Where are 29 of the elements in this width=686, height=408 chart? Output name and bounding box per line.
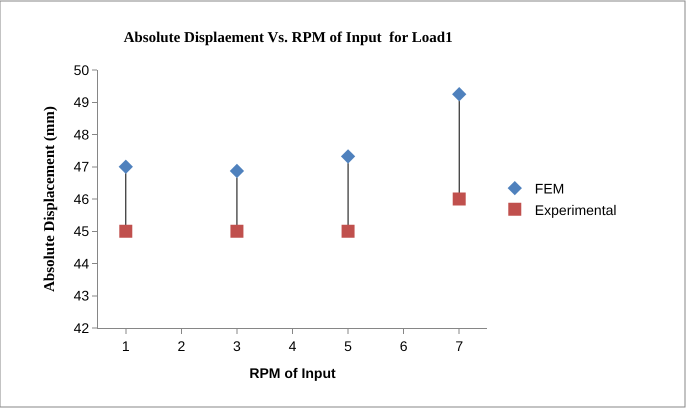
x-tick-label: 4 (288, 338, 297, 354)
y-tick-label: 45 (74, 223, 90, 240)
y-tick-label: 49 (74, 94, 90, 110)
x-tick-label: 3 (233, 338, 242, 354)
point (230, 224, 244, 238)
y-tick-label: 48 (74, 126, 90, 142)
point (342, 224, 355, 238)
legend-label: FEM (534, 180, 564, 197)
legend-label: Experimental (534, 202, 616, 218)
y-axis-title: Absolute Displacement (mm) (42, 106, 58, 292)
x-tick-label: 6 (400, 338, 408, 354)
point (452, 87, 466, 102)
x-tick-label: 1 (122, 338, 130, 354)
x-tick-label: 2 (177, 338, 186, 354)
point (230, 164, 244, 178)
point (118, 160, 133, 174)
y-tick-label: 44 (74, 255, 90, 272)
x-axis-title: RPM of Input (249, 365, 336, 382)
point (340, 149, 356, 164)
y-tick-label: 47 (74, 158, 90, 175)
y-tick-label: 46 (74, 190, 90, 207)
chart-title: Absolute Displaement Vs. RPM of Input for Load1 (124, 30, 453, 46)
x-tick-label: 5 (344, 338, 352, 354)
x-tick-label: 7 (455, 338, 464, 354)
y-tick-label: 42 (74, 320, 90, 336)
point (119, 224, 132, 238)
y-tick-label: 43 (74, 288, 90, 304)
y-tick-label: 50 (74, 62, 90, 78)
point (452, 192, 466, 206)
